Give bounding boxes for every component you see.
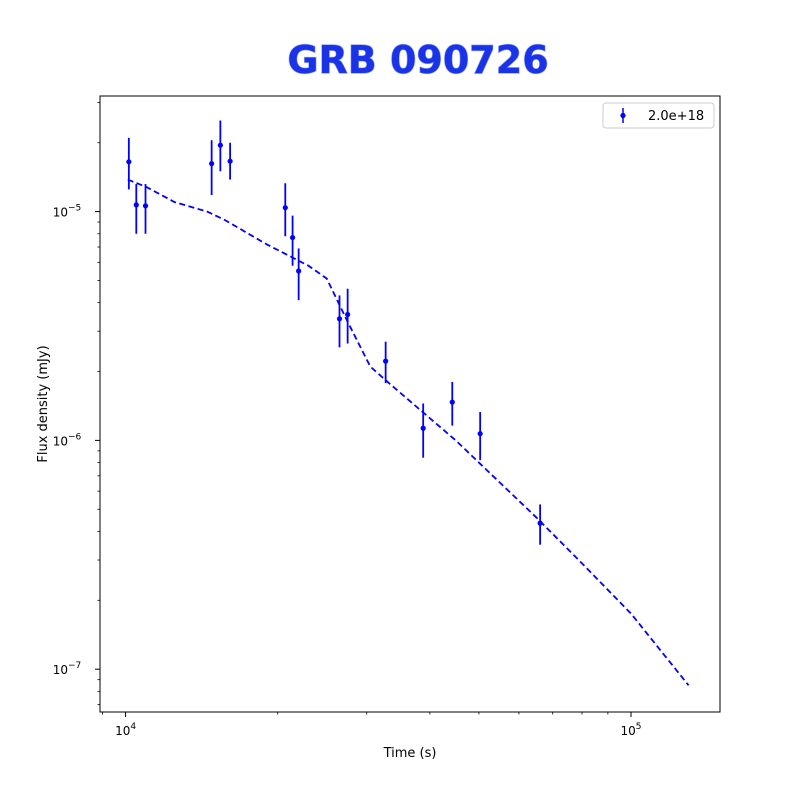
y-tick-label: 10−6 (53, 432, 82, 448)
data-point (142, 203, 149, 209)
legend-box (602, 102, 715, 129)
data-point (227, 158, 233, 164)
data-point (345, 311, 351, 318)
chart-title: GRB 090726 (287, 38, 548, 82)
x-tick-label: 105 (620, 722, 641, 738)
data-point (289, 234, 296, 241)
data-point (282, 205, 288, 211)
data-point (126, 159, 132, 165)
legend-marker-icon (620, 112, 626, 119)
plot-frame (99, 95, 721, 713)
data-point (209, 161, 215, 167)
data-point (449, 399, 455, 405)
y-axis-label: Flux density (mJy) (36, 345, 51, 462)
x-axis-label: Time (s) (383, 746, 437, 761)
data-point (537, 520, 543, 526)
legend: 2.0e+18 (602, 102, 715, 129)
legend-label: 2.0e+18 (648, 109, 704, 124)
data-point (383, 358, 389, 364)
data-point (477, 431, 483, 437)
plot-area (126, 120, 690, 686)
data-point (420, 425, 426, 431)
y-tick-label: 10−5 (53, 204, 82, 220)
y-tick-label: 10−7 (53, 661, 82, 677)
data-point (217, 142, 223, 148)
data-point (336, 316, 343, 322)
axis-ticks: 104 105 10−7 10−6 10−5 (53, 102, 642, 738)
model-curve-line (127, 178, 690, 686)
x-tick-label: 104 (115, 722, 136, 738)
data-point (296, 268, 302, 274)
data-point (133, 202, 139, 208)
